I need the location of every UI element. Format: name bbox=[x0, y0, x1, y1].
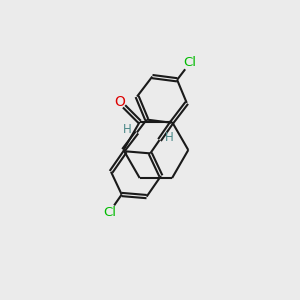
Text: H: H bbox=[123, 123, 132, 136]
Text: H: H bbox=[164, 131, 173, 144]
Text: Cl: Cl bbox=[103, 206, 116, 219]
Text: O: O bbox=[114, 95, 125, 109]
Text: Cl: Cl bbox=[184, 56, 197, 69]
